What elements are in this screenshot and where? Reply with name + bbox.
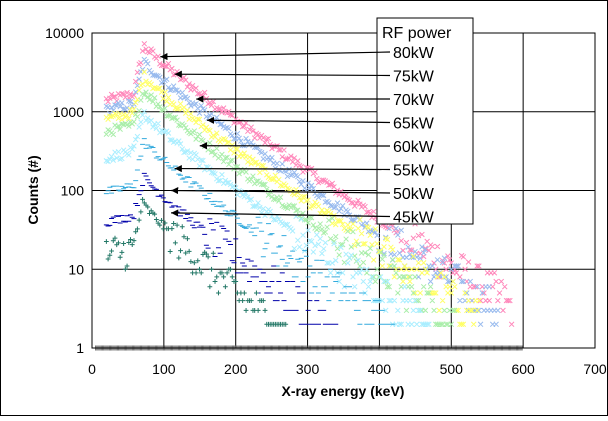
- legend-label-70kW: 70kW: [393, 92, 435, 109]
- legend-label-80kW: 80kW: [393, 45, 435, 62]
- x-tick-label: 0: [88, 361, 96, 377]
- x-tick-label: 700: [583, 361, 607, 377]
- y-tick-label: 100: [61, 183, 85, 199]
- y-tick-label: 1: [76, 340, 84, 356]
- legend-label-60kW: 60kW: [393, 139, 435, 156]
- x-tick-label: 400: [368, 361, 392, 377]
- legend: RF power 80kW 75kW 70kW 65kW 60kW 55kW 50kW 45k…: [377, 18, 473, 227]
- legend-label-50kW: 50kW: [393, 186, 435, 203]
- x-tick-label: 500: [440, 361, 464, 377]
- x-tick-label: 300: [296, 361, 320, 377]
- legend-title: RF power: [382, 25, 452, 42]
- y-tick-label: 10000: [45, 25, 84, 41]
- y-tick-label: 1000: [53, 104, 84, 120]
- x-tick-label: 100: [152, 361, 176, 377]
- x-axis-title: X-ray energy (keV): [282, 383, 405, 399]
- legend-label-75kW: 75kW: [393, 69, 435, 86]
- x-tick-label: 200: [224, 361, 248, 377]
- x-tick-label: 600: [511, 361, 535, 377]
- y-tick-label: 10: [68, 261, 84, 277]
- legend-label-65kW: 65kW: [393, 116, 435, 133]
- legend-label-45kW: 45kW: [393, 210, 435, 227]
- legend-label-55kW: 55kW: [393, 163, 435, 180]
- y-axis-title: Counts (#): [25, 155, 41, 224]
